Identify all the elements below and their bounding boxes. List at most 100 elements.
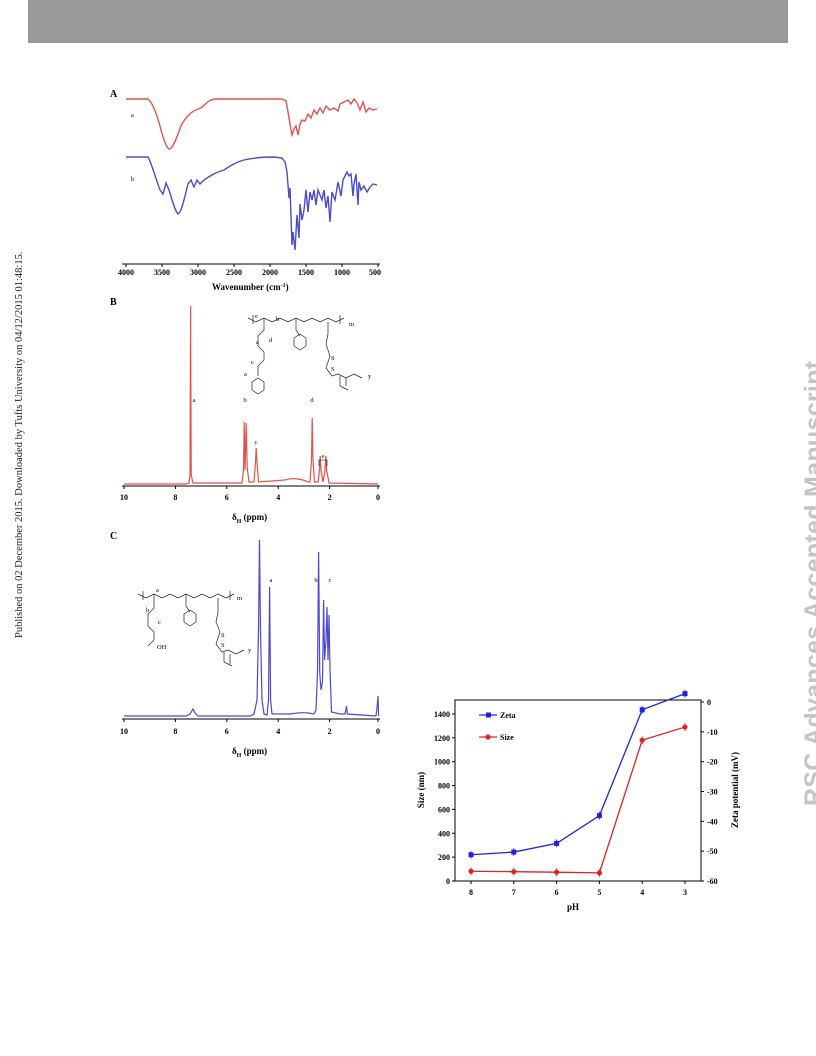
ph-size-zeta-chart: 8 7 6 5 4 3 0 200 400 600 800 1000 1200 1400 0 -10 -20 -3… bbox=[434, 689, 718, 897]
curve-a-label: a bbox=[131, 112, 134, 119]
nmr-c-tick-label: 6 bbox=[225, 727, 229, 736]
legend-label-zeta: Zeta bbox=[500, 711, 516, 720]
y2-tick-label: -60 bbox=[707, 877, 718, 886]
y-tick-label: 800 bbox=[438, 782, 450, 791]
y-tick-label: 1000 bbox=[434, 758, 450, 767]
chart-frame bbox=[454, 699, 702, 882]
data-point-zeta bbox=[639, 707, 645, 713]
x-tick-label: 4 bbox=[640, 888, 644, 897]
y-tick-label: 600 bbox=[438, 805, 450, 814]
data-point-zeta bbox=[468, 852, 474, 858]
data-point-size bbox=[639, 737, 645, 743]
svg-text:S: S bbox=[221, 632, 225, 639]
x-tick-label: 7 bbox=[512, 888, 516, 897]
peak-label: a bbox=[270, 577, 273, 584]
data-point-zeta bbox=[596, 813, 602, 819]
series-line-size bbox=[470, 726, 686, 874]
y2-tick-label: -20 bbox=[707, 758, 718, 767]
nmr-b-peak-labels: a b c d e bbox=[193, 397, 325, 460]
data-point-size bbox=[468, 868, 474, 874]
panel-c-label: C bbox=[110, 531, 117, 542]
nmr-b-tick-label: 2 bbox=[328, 493, 332, 502]
panel-a-label: A bbox=[110, 89, 118, 100]
nmr-b-x-ticks bbox=[123, 486, 379, 489]
nmr-c-tick-label: 2 bbox=[328, 727, 332, 736]
y-tick-label: 0 bbox=[446, 877, 450, 886]
ftir-tick-label: 3500 bbox=[154, 268, 170, 277]
svg-text:e: e bbox=[255, 313, 258, 320]
ftir-tick-label: 1000 bbox=[334, 268, 350, 277]
svg-text:S: S bbox=[331, 355, 335, 362]
peak-label: e bbox=[322, 453, 325, 460]
svg-text:a: a bbox=[156, 587, 159, 594]
data-point-size bbox=[554, 869, 560, 875]
structure-b-letters: a d c a b e S S m y bbox=[244, 313, 372, 380]
data-point-zeta bbox=[554, 840, 560, 846]
data-point-size bbox=[596, 870, 603, 876]
y-tick-label: 1400 bbox=[434, 710, 450, 719]
svg-text:b: b bbox=[146, 607, 149, 614]
ftir-tick-label: 1500 bbox=[298, 268, 314, 277]
nmr-b-tick-label: 4 bbox=[276, 493, 280, 502]
chart-y2-axis-title: Zeta potential (mV) bbox=[730, 752, 740, 828]
x-tick-label: 3 bbox=[683, 888, 687, 897]
peak-label: c bbox=[329, 577, 332, 584]
legend-marker-size bbox=[485, 734, 491, 740]
nmr-b-spectrum bbox=[124, 305, 379, 485]
svg-text:b: b bbox=[276, 316, 279, 323]
y-tick-label: 200 bbox=[438, 853, 450, 862]
y-tick-label: 400 bbox=[438, 829, 450, 838]
svg-text:y: y bbox=[248, 647, 252, 654]
data-point-zeta bbox=[682, 691, 688, 697]
x-tick-label: 8 bbox=[469, 888, 473, 897]
svg-text:S: S bbox=[221, 642, 225, 649]
peak-label: b bbox=[243, 397, 246, 404]
nmr-b-x-axis-title: δH (ppm) bbox=[232, 512, 267, 525]
chart-x-axis-title: pH bbox=[567, 902, 579, 912]
chemical-structure-c bbox=[137, 591, 245, 667]
curve-b-label: b bbox=[131, 176, 134, 183]
svg-text:m: m bbox=[237, 595, 242, 602]
nmr-c-tick-label: 10 bbox=[120, 727, 128, 736]
svg-text:c: c bbox=[251, 359, 254, 366]
svg-text:a: a bbox=[256, 339, 259, 346]
nmr-c-x-ticks bbox=[123, 719, 379, 722]
chart-y-axis-title: Size (nm) bbox=[416, 772, 426, 808]
svg-text:m: m bbox=[349, 321, 354, 328]
ftir-curve-a bbox=[126, 97, 378, 150]
y2-tick-label: 0 bbox=[707, 698, 711, 707]
panel-b-label: B bbox=[110, 297, 117, 308]
svg-text:a: a bbox=[244, 371, 247, 378]
data-point-size bbox=[511, 869, 517, 875]
ftir-x-axis-title: Wavenumber (cm-1) bbox=[212, 282, 289, 292]
ftir-tick-label: 2000 bbox=[262, 268, 278, 277]
legend-marker-zeta bbox=[486, 712, 491, 718]
svg-text:y: y bbox=[368, 373, 372, 380]
y2-tick-label: -50 bbox=[707, 847, 718, 856]
y2-tick-label: -40 bbox=[707, 817, 718, 826]
ftir-tick-label: 500 bbox=[369, 268, 381, 277]
structure-c-oh: OH bbox=[157, 644, 167, 651]
nmr-b-tick-label: 8 bbox=[173, 493, 177, 502]
bracket-e bbox=[318, 459, 328, 466]
chemical-structure-b bbox=[247, 315, 363, 395]
nmr-c-peak-labels: a b c bbox=[270, 577, 332, 584]
svg-text:d: d bbox=[269, 337, 273, 344]
ftir-tick-label: 2500 bbox=[226, 268, 242, 277]
y2-tick-label: -10 bbox=[707, 728, 718, 737]
nmr-b-tick-label: 0 bbox=[376, 493, 380, 502]
nmr-c-tick-label: 0 bbox=[376, 727, 380, 736]
ftir-curve-b bbox=[126, 156, 378, 251]
y-tick-label: 1200 bbox=[434, 734, 450, 743]
nmr-c-tick-label: 8 bbox=[173, 727, 177, 736]
nmr-b-tick-label: 10 bbox=[120, 493, 128, 502]
peak-label: a bbox=[193, 397, 196, 404]
series-line-zeta bbox=[470, 693, 686, 856]
nmr-b-tick-label: 6 bbox=[225, 493, 229, 502]
nmr-c-tick-label: 4 bbox=[276, 727, 280, 736]
x-tick-label: 5 bbox=[597, 888, 601, 897]
structure-c-letters: a b c S S m y bbox=[146, 587, 252, 654]
ftir-tick-label: 4000 bbox=[118, 268, 134, 277]
peak-label: c bbox=[255, 439, 258, 446]
